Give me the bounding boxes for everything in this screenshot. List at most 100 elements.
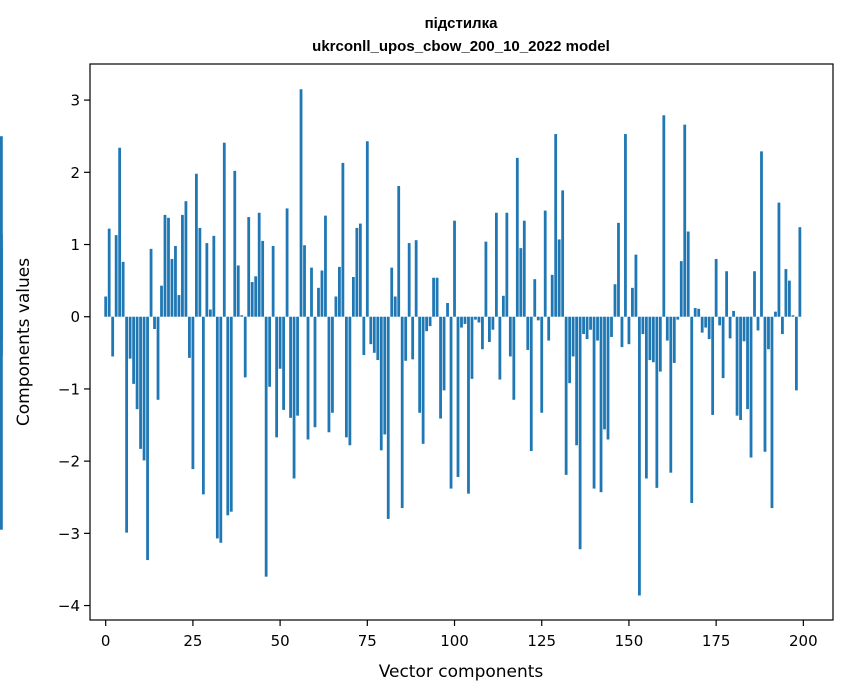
bar-12 [146, 316, 149, 561]
bar-3 [114, 235, 118, 317]
bar-36 [229, 316, 233, 512]
bar-33 [219, 316, 223, 543]
bar-1 [107, 228, 111, 317]
bar-59 [310, 267, 313, 317]
bar-129 [554, 134, 558, 317]
x-tick-label: 25 [183, 632, 202, 650]
bar-37 [233, 170, 237, 317]
bar-105 [470, 316, 474, 379]
bar-178 [725, 271, 728, 317]
bar-114 [501, 295, 505, 317]
bar-167 [686, 231, 690, 317]
bar-79 [379, 316, 383, 451]
bar-183 [742, 316, 746, 342]
bar-187 [756, 316, 760, 331]
bar-103 [463, 316, 467, 324]
bar-27 [198, 227, 202, 317]
bar-undefined [0, 248, 3, 317]
bar-148 [620, 316, 624, 348]
bar-55 [296, 316, 299, 416]
bar-26 [195, 173, 198, 317]
bar-175 [714, 258, 718, 317]
bar-39 [240, 315, 244, 317]
y-tick-label: −1 [58, 380, 80, 398]
bar-24 [188, 316, 191, 358]
bar-22 [181, 214, 184, 317]
bar-174 [711, 316, 715, 415]
bar-65 [331, 316, 334, 413]
bar-199 [798, 227, 802, 317]
bar-90 [418, 316, 422, 413]
bar-163 [672, 316, 676, 363]
bar-153 [638, 316, 641, 596]
bar-132 [564, 316, 568, 475]
bar-190 [767, 316, 770, 350]
bar-13 [149, 248, 153, 317]
y-tick-label: 3 [70, 92, 80, 110]
bar-72 [355, 227, 359, 317]
bar-43 [254, 276, 258, 317]
bar-185 [749, 316, 753, 458]
bar-35 [226, 316, 230, 516]
y-tick-label: −3 [58, 525, 80, 543]
bar-123 [533, 279, 537, 317]
x-tick-label: 125 [527, 632, 556, 650]
bar-51 [282, 316, 285, 410]
bar-160 [662, 115, 666, 317]
bar-49 [275, 316, 279, 438]
bar-109 [484, 241, 488, 317]
bar-197 [791, 315, 795, 317]
y-tick-label: 0 [70, 308, 80, 326]
x-axis-label: Vector components [379, 662, 544, 682]
bar-130 [557, 239, 561, 317]
bar-80 [383, 316, 387, 435]
bar-69 [344, 316, 348, 438]
bar-145 [610, 316, 613, 337]
bar-25 [191, 316, 195, 470]
bar-143 [603, 316, 606, 430]
bar-6 [125, 316, 129, 533]
bar-94 [432, 277, 435, 317]
bar-149 [624, 134, 627, 317]
bar-137 [582, 316, 585, 335]
bar-104 [467, 316, 470, 494]
bar-184 [746, 316, 749, 410]
x-tick-label: 200 [789, 632, 818, 650]
bar-166 [683, 124, 687, 317]
bar-95 [435, 277, 439, 317]
bar-92 [425, 316, 429, 332]
bar-10 [139, 316, 142, 449]
bar-91 [421, 316, 425, 444]
bar-93 [428, 316, 432, 327]
bar-19 [170, 258, 174, 317]
bar-121 [526, 316, 530, 350]
bar-2 [111, 316, 115, 357]
bar-136 [578, 316, 582, 550]
bar-195 [784, 269, 788, 317]
bar-133 [568, 316, 572, 384]
bar-141 [596, 316, 599, 341]
bar-52 [285, 208, 289, 317]
x-tick-label: 75 [358, 632, 377, 650]
bar-111 [491, 316, 495, 330]
bar-138 [585, 316, 589, 340]
bar-5 [121, 261, 125, 317]
bar-46 [264, 316, 268, 577]
bar-97 [442, 316, 446, 391]
bar-4 [118, 147, 122, 317]
bar-56 [299, 89, 303, 317]
bar-124 [536, 316, 540, 321]
bar-159 [658, 316, 662, 372]
bar-179 [728, 316, 732, 339]
bar-67 [338, 266, 341, 317]
bar-17 [163, 214, 167, 317]
bar-71 [351, 277, 355, 317]
bar-87 [407, 243, 411, 317]
bar-84 [397, 186, 401, 317]
bar-196 [788, 280, 791, 317]
bar-108 [481, 316, 484, 350]
y-tick-label: −4 [58, 597, 80, 615]
bar-undefined [0, 136, 3, 317]
bar-176 [718, 316, 722, 326]
x-tick-label: 175 [702, 632, 731, 650]
